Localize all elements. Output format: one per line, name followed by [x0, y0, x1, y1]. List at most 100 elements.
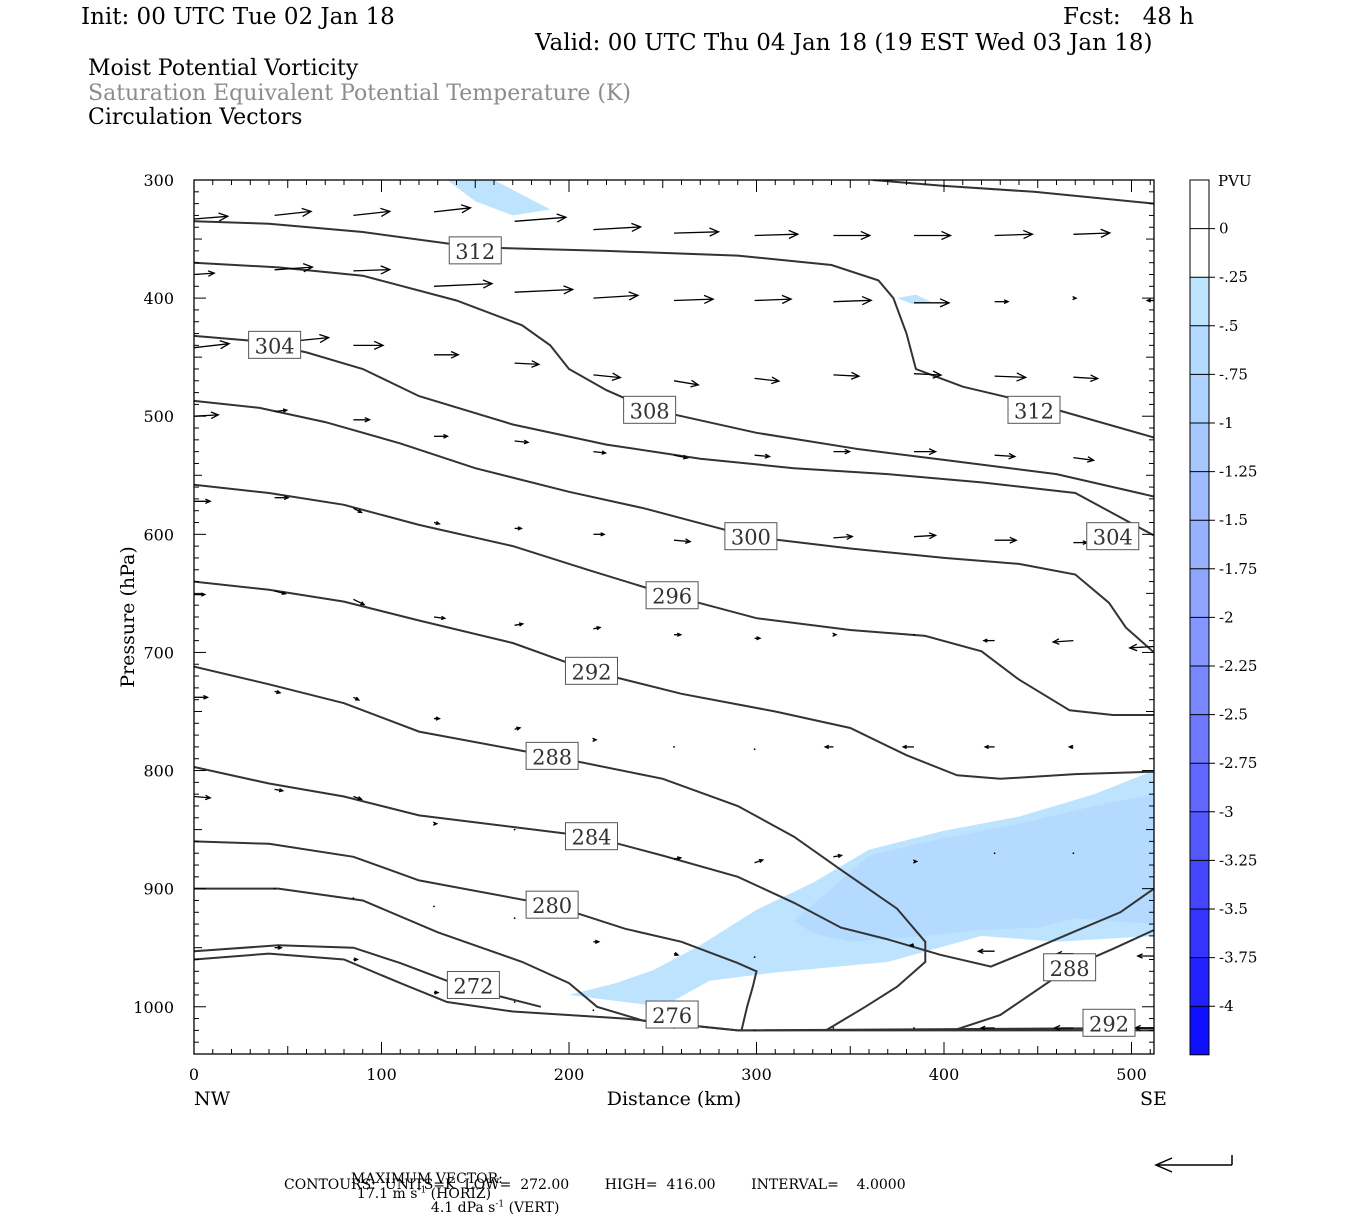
vector-shaft: [913, 534, 936, 538]
theta-es-contour: [194, 483, 1154, 716]
vector-shaft: [833, 299, 872, 303]
circulation-vector: [833, 533, 854, 541]
contour-label-box: [448, 236, 502, 265]
y-tick-label: 1000: [133, 998, 174, 1017]
vector-head: [218, 212, 230, 222]
axis-ticks: 300 400 500 600 700 800 900 1000 0 100 200 300 400 50…: [133, 171, 1154, 1084]
circulation-vector: [754, 858, 765, 864]
circulation-vector: [914, 448, 938, 456]
contour-label: 276: [645, 1000, 699, 1029]
circulation-vector: [353, 598, 366, 606]
vector-shaft: [353, 210, 390, 217]
vector-shaft: [433, 282, 493, 287]
circulation-vector: [673, 379, 700, 388]
circulation-vector: [1153, 231, 1154, 232]
vector-head: [932, 370, 943, 379]
circulation-vector: [274, 945, 283, 950]
vector-head: [210, 411, 220, 420]
contour-label-text: 272: [453, 974, 493, 998]
vector-head: [676, 856, 683, 861]
title-vectors: Circulation Vectors: [88, 105, 303, 130]
vector-shaft: [353, 268, 390, 272]
vector-head: [203, 694, 210, 700]
colorbar-label: -3: [1219, 803, 1234, 821]
vector-shaft: [353, 598, 365, 606]
colorbar-label: -3.5: [1219, 900, 1248, 918]
contour-label-box: [1043, 953, 1097, 982]
vector-shaft: [1129, 645, 1154, 649]
vector-shaft: [754, 377, 779, 382]
circulation-vector: [823, 744, 834, 750]
circulation-vector: [592, 737, 598, 743]
colorbar-label: -1.5: [1219, 511, 1248, 529]
vector-head: [278, 788, 285, 793]
circulation-vector: [1072, 852, 1075, 855]
circulation-vector: [433, 204, 473, 214]
vector-dot: [433, 905, 435, 908]
y-tick-label: 700: [143, 643, 174, 662]
vector-head: [979, 1025, 986, 1031]
colorbar-label: -3.75: [1219, 949, 1257, 967]
circulation-vector: [593, 625, 602, 631]
circulation-vector: [832, 632, 838, 637]
vector-head: [1155, 856, 1159, 859]
vector-dot: [513, 828, 516, 831]
vector-head: [631, 222, 643, 233]
colorbar-swatch: [1190, 763, 1209, 812]
vector-head: [435, 716, 441, 721]
vector-head: [771, 376, 781, 385]
circulation-vector: [833, 371, 861, 380]
vector-head: [357, 796, 363, 801]
circulation-vector: [754, 294, 793, 305]
contour-label-box: [565, 822, 618, 851]
circulation-vector: [1136, 953, 1154, 959]
circulation-vector: [593, 372, 622, 382]
circulation-vector: [593, 291, 640, 301]
circulation-vector: [982, 638, 995, 643]
vector-head: [201, 592, 207, 597]
circulation-vector: [353, 795, 363, 801]
circulation-vector: [994, 536, 1018, 544]
colorbar-swatch: [1190, 860, 1209, 909]
circulation-vector: [673, 454, 690, 460]
circulation-vector: [593, 532, 606, 537]
y-axis-title: Pressure (hPa): [117, 546, 139, 688]
circulation-vector: [1145, 298, 1154, 303]
circulation-vector: [352, 897, 355, 899]
colorbar-label: -1.25: [1219, 463, 1257, 481]
vector-head: [703, 294, 715, 305]
contour-label-text: 296: [652, 585, 692, 609]
circulation-vector: [753, 1029, 756, 1032]
vector-head: [592, 737, 598, 743]
theta-es-contour: [872, 180, 1154, 205]
horiz-max: 17.1 m s-1 (HORIZ): [356, 1185, 492, 1202]
x-tick-label: 400: [929, 1065, 960, 1084]
circulation-vector: [673, 856, 683, 861]
vector-dot: [513, 917, 516, 920]
vector-head: [276, 689, 282, 695]
circulation-vector: [673, 227, 721, 237]
circulation-vector: [914, 298, 951, 308]
vector-head: [844, 448, 852, 455]
vector-head: [516, 726, 522, 731]
vector-head: [595, 939, 601, 944]
vector-shaft: [194, 795, 211, 799]
circulation-vector: [912, 859, 919, 864]
circulation-vector: [913, 633, 915, 636]
vector-head: [682, 454, 690, 460]
vector-head: [1051, 638, 1060, 645]
vector-head: [611, 372, 622, 382]
vector-head: [517, 526, 523, 531]
circulation-vector: [901, 744, 914, 750]
circulation-vector: [353, 957, 360, 962]
vector-head: [1067, 744, 1074, 750]
circulation-vector: [913, 532, 938, 540]
vector-head: [1003, 299, 1010, 305]
vector-shaft: [994, 454, 1015, 458]
circulation-vector: [753, 956, 756, 959]
circulation-vector: [433, 279, 494, 289]
contour-label-box: [248, 330, 302, 359]
circulation-vector: [593, 450, 608, 455]
vector-dot: [592, 1009, 595, 1012]
y-tick-label: 600: [143, 525, 174, 544]
